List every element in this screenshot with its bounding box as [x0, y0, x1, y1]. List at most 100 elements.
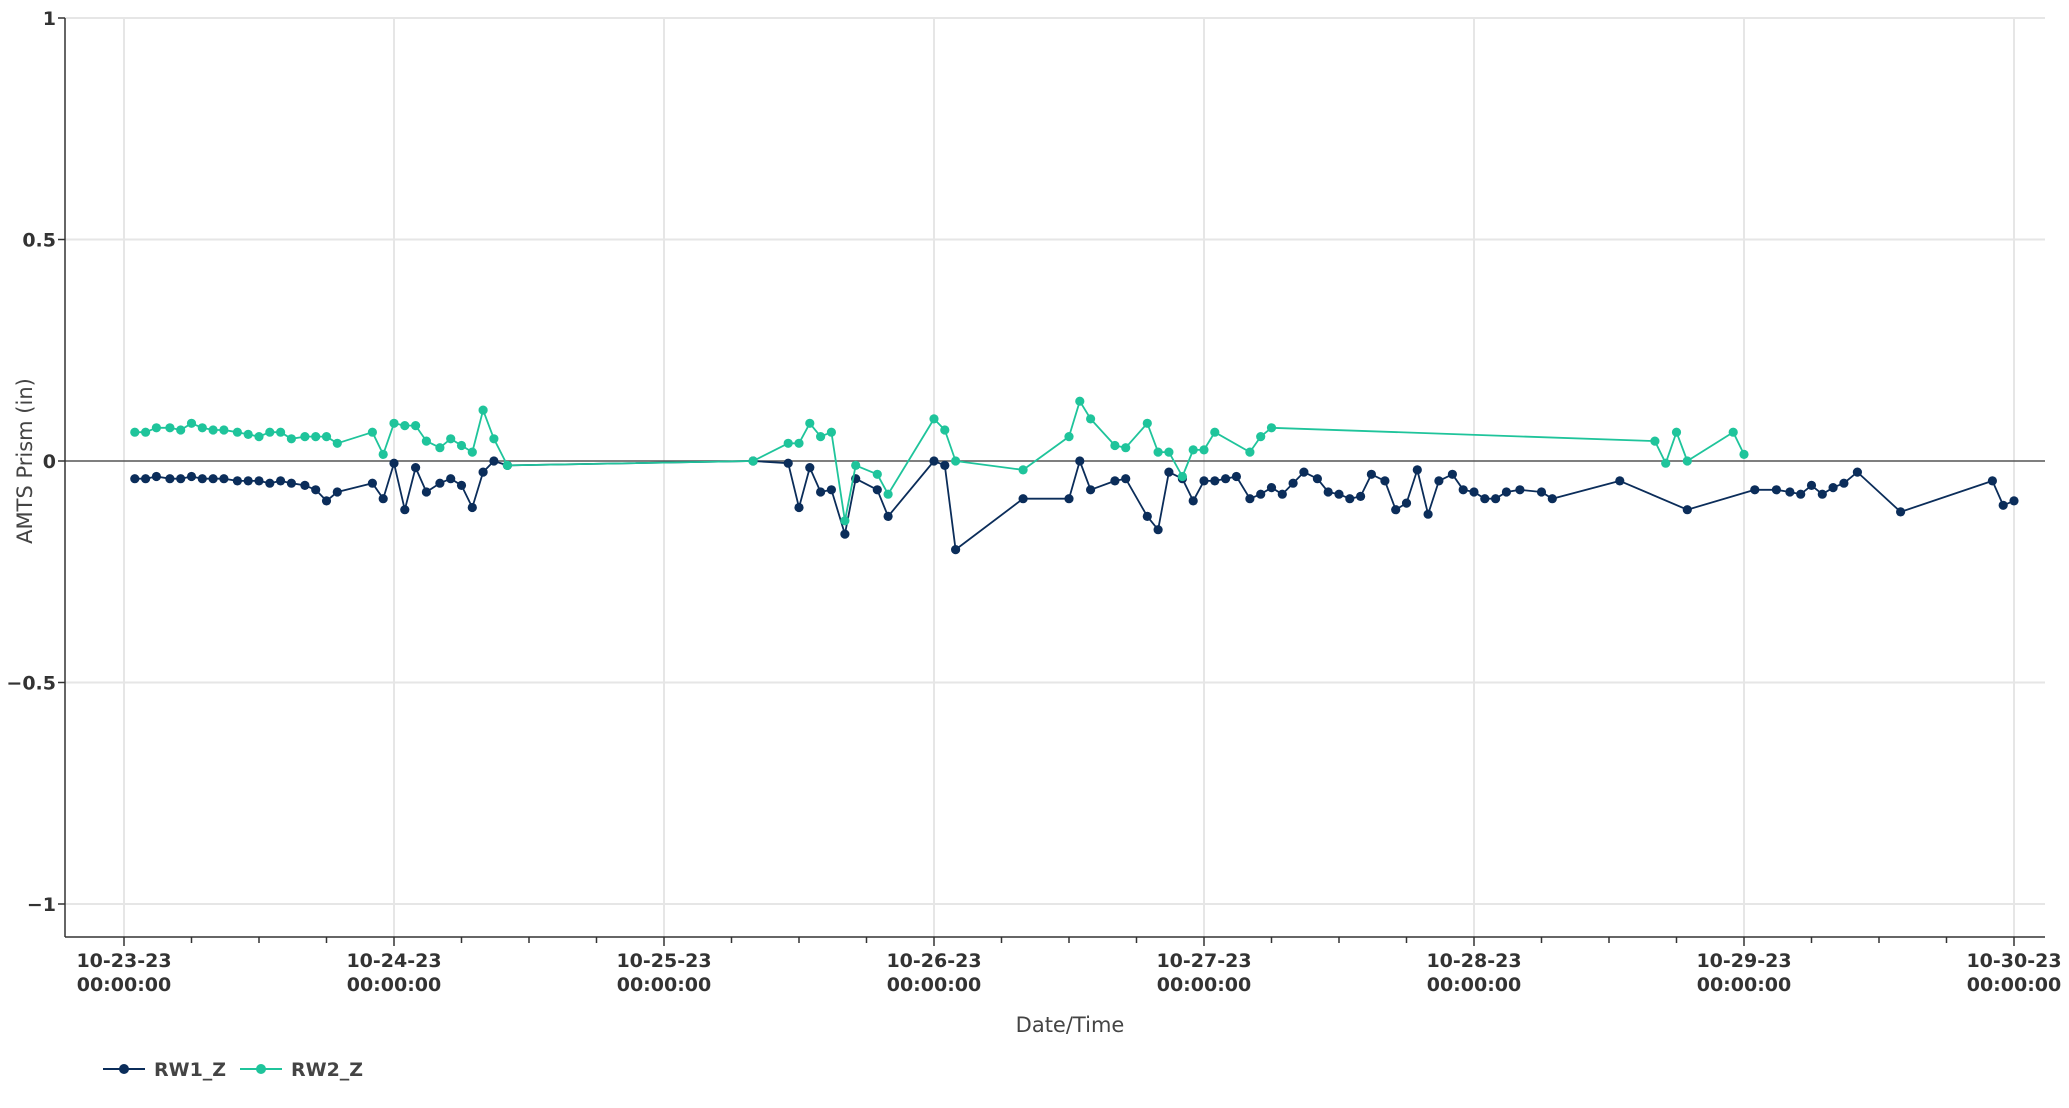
data-point [208, 474, 218, 484]
data-point [1164, 447, 1174, 457]
x-tick-label-line: 10-23-23 [76, 950, 171, 972]
data-point [219, 425, 229, 435]
legend-item-rw1[interactable]: RW1_Z [103, 1059, 226, 1081]
data-point [1256, 489, 1266, 499]
data-point [265, 427, 275, 437]
data-point [1366, 469, 1376, 479]
data-point [276, 427, 286, 437]
data-point [243, 476, 253, 486]
data-point [1728, 427, 1738, 437]
data-point [805, 418, 815, 428]
data-point [1142, 511, 1152, 521]
data-point [1277, 489, 1287, 499]
series-rw1_z [130, 456, 2019, 555]
data-point [446, 434, 456, 444]
data-point [446, 474, 456, 484]
data-point [1785, 487, 1795, 497]
data-point [332, 438, 342, 448]
data-point [1469, 487, 1479, 497]
data-point [883, 489, 893, 499]
x-tick-label-line: 00:00:00 [617, 974, 712, 996]
y-tick-label: 0.5 [22, 230, 56, 252]
data-point [311, 432, 321, 442]
x-tick-label: 10-27-23 00:00:00 [1156, 950, 1251, 996]
data-point [1299, 467, 1309, 477]
data-point [1839, 478, 1849, 488]
data-point [1288, 478, 1298, 488]
data-point [1153, 525, 1163, 535]
data-point [467, 447, 477, 457]
data-point [1245, 447, 1255, 457]
data-point [816, 432, 826, 442]
data-point [826, 427, 837, 437]
data-point [165, 474, 175, 484]
data-point [1739, 449, 1749, 459]
y-tick-labels: 1 0.5 0 −0.5 −1 [6, 8, 56, 916]
data-point [1266, 483, 1277, 493]
data-point [940, 425, 950, 435]
data-point [1356, 491, 1366, 501]
data-point [783, 438, 793, 448]
data-point [1164, 467, 1174, 477]
x-tick-label: 10-29-23 00:00:00 [1696, 950, 1791, 996]
data-point [1086, 485, 1096, 495]
data-point [826, 485, 837, 495]
data-point [232, 476, 242, 486]
data-point [219, 474, 229, 484]
data-point [883, 511, 893, 521]
data-point [1110, 476, 1120, 486]
data-point [1110, 440, 1120, 451]
legend: RW1_Z RW2_Z [103, 1059, 363, 1081]
data-point [456, 480, 467, 490]
data-point [165, 423, 175, 433]
data-point [1199, 445, 1209, 455]
data-point [1177, 471, 1187, 482]
data-point [1064, 432, 1074, 442]
data-point [1682, 505, 1692, 515]
data-point [2009, 496, 2019, 506]
legend-marker-rw2 [256, 1064, 266, 1074]
legend-label-rw2: RW2_Z [291, 1059, 363, 1081]
data-point [1536, 487, 1547, 497]
x-tick-label-line: 00:00:00 [1697, 974, 1792, 996]
data-point [332, 487, 342, 497]
data-point [1391, 505, 1401, 515]
data-point [311, 485, 321, 495]
data-point [1750, 485, 1760, 495]
data-point [1245, 494, 1255, 504]
data-point [502, 460, 512, 470]
data-point [1828, 483, 1838, 493]
x-tick-label: 10-26-23 00:00:00 [886, 950, 981, 996]
data-point [130, 474, 140, 484]
data-point [286, 434, 296, 444]
data-point [411, 421, 421, 431]
data-point [1806, 480, 1817, 490]
data-point [951, 456, 961, 466]
data-point [254, 476, 264, 486]
data-point [1231, 471, 1241, 482]
data-point [1018, 465, 1028, 475]
data-point [951, 545, 961, 555]
legend-item-rw2[interactable]: RW2_Z [240, 1059, 363, 1081]
data-point [232, 427, 242, 437]
x-tick-label: 10-28-23 00:00:00 [1426, 950, 1521, 996]
data-point [1121, 443, 1131, 453]
data-point [1480, 494, 1490, 504]
data-point [1266, 423, 1277, 433]
data-point [851, 460, 861, 470]
data-point [176, 474, 186, 484]
data-point [940, 460, 950, 470]
x-tick-label-line: 10-27-23 [1156, 950, 1251, 972]
data-point [321, 496, 332, 506]
data-point [141, 427, 151, 437]
data-point [186, 471, 197, 482]
data-point [1401, 498, 1412, 508]
data-point [840, 529, 850, 539]
data-point [435, 478, 445, 488]
data-point [1987, 476, 1997, 486]
data-point [1412, 465, 1422, 475]
x-tick-label-line: 00:00:00 [887, 974, 982, 996]
data-point [1075, 396, 1085, 406]
y-tick-label: 1 [43, 8, 56, 30]
data-point [130, 427, 140, 437]
